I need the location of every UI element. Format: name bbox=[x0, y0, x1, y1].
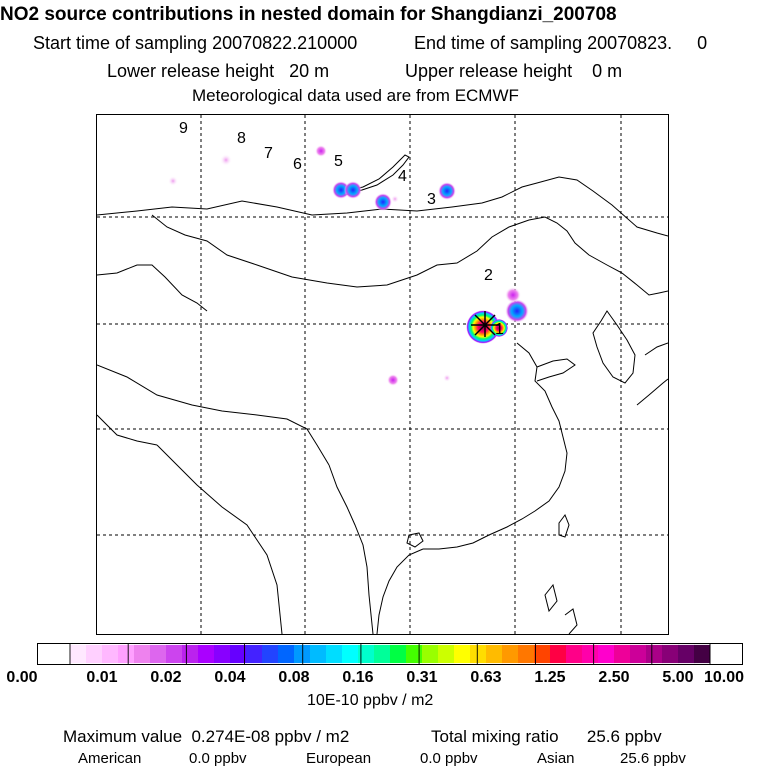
colorbar-tick-label: 0.63 bbox=[470, 669, 502, 686]
concentration-plumes bbox=[168, 145, 529, 386]
colorbar-swatch bbox=[518, 644, 535, 664]
asian-label: Asian bbox=[537, 750, 575, 767]
region-label-1: 1 bbox=[495, 321, 504, 338]
station-marker bbox=[471, 311, 499, 337]
colorbar-tick-label: 1.25 bbox=[534, 669, 566, 686]
region-label-3: 3 bbox=[427, 191, 436, 208]
plume-source-3 bbox=[438, 182, 456, 200]
colorbar-tick-label: 0.16 bbox=[342, 669, 374, 686]
colorbar-swatch bbox=[374, 644, 391, 664]
region-label-9: 9 bbox=[179, 120, 188, 137]
colorbar-swatch bbox=[278, 644, 295, 664]
colorbar-tick-label: 0.01 bbox=[86, 669, 118, 686]
colorbar-tick-label: 0.08 bbox=[278, 669, 310, 686]
colorbar-swatch bbox=[630, 644, 647, 664]
plume-source-8 bbox=[220, 154, 232, 166]
colorbar-swatch bbox=[646, 644, 663, 664]
end-time: End time of sampling 20070823. 0 bbox=[414, 33, 708, 53]
colorbar-swatch bbox=[598, 644, 615, 664]
colorbar-swatch bbox=[566, 644, 583, 664]
colorbar-swatch bbox=[486, 644, 503, 664]
plume-faint-4 bbox=[391, 195, 399, 203]
met-data-source: Meteorological data used are from ECMWF bbox=[192, 86, 519, 105]
colorbar-swatch bbox=[86, 644, 103, 664]
colorbar-swatch bbox=[534, 644, 551, 664]
colorbar-swatch bbox=[406, 644, 423, 664]
colorbar-swatch bbox=[118, 644, 135, 664]
colorbar-swatch bbox=[614, 644, 631, 664]
region-label-4: 4 bbox=[398, 168, 407, 185]
region-label-7: 7 bbox=[264, 145, 273, 162]
start-time: Start time of sampling 20070822.210000 bbox=[33, 33, 358, 53]
colorbar-swatch bbox=[662, 644, 679, 664]
plume-south bbox=[387, 374, 399, 386]
european-label: European bbox=[306, 750, 372, 767]
plume-source-6 bbox=[315, 145, 327, 157]
plume-faint-south bbox=[443, 374, 451, 382]
region-labels: 1 2 3 4 5 6 7 8 9 bbox=[179, 120, 504, 338]
map-panel: 1 2 3 4 5 6 7 8 9 bbox=[96, 114, 669, 635]
colorbar-tick-label: 0.04 bbox=[214, 669, 246, 686]
colorbar-tick-label: 10.00 bbox=[703, 669, 745, 686]
colorbar-swatch bbox=[678, 644, 695, 664]
total-mixing-ratio: Total mixing ratio 25.6 ppbv bbox=[431, 727, 662, 746]
region-label-6: 6 bbox=[293, 156, 302, 173]
colorbar-swatch bbox=[262, 644, 279, 664]
american-value: 0.0 ppbv bbox=[189, 750, 247, 767]
colorbar-unit: 10E-10 ppbv / m2 bbox=[307, 692, 434, 709]
colorbar-swatch bbox=[230, 644, 247, 664]
country-borders bbox=[97, 154, 668, 634]
colorbar-swatch bbox=[150, 644, 167, 664]
colorbar-swatch bbox=[342, 644, 359, 664]
colorbar-swatch bbox=[470, 644, 487, 664]
colorbar-swatch bbox=[294, 644, 311, 664]
region-label-2: 2 bbox=[484, 267, 493, 284]
colorbar-swatch bbox=[502, 644, 519, 664]
plot-title: NO2 source contributions in nested domai… bbox=[0, 4, 617, 25]
plume-source-2 bbox=[505, 299, 529, 323]
plume-source-9 bbox=[168, 176, 178, 186]
colorbar-swatch bbox=[310, 644, 327, 664]
colorbar-tick-label: 0.00 bbox=[6, 669, 38, 686]
colorbar-swatch bbox=[246, 644, 263, 664]
map-grid bbox=[97, 115, 668, 634]
region-label-5: 5 bbox=[334, 153, 343, 170]
colorbar-swatch bbox=[550, 644, 567, 664]
colorbar-swatch bbox=[438, 644, 455, 664]
colorbar-swatch bbox=[582, 644, 599, 664]
colorbar-swatch bbox=[326, 644, 343, 664]
colorbar-tick-label: 0.31 bbox=[406, 669, 438, 686]
colorbar-swatch bbox=[166, 644, 183, 664]
plume-source-2b bbox=[505, 287, 521, 303]
colorbar-swatch bbox=[422, 644, 439, 664]
colorbar-swatch bbox=[102, 644, 119, 664]
lower-release-height: Lower release height 20 m bbox=[107, 61, 330, 81]
colorbar-tick-label: 2.50 bbox=[598, 669, 630, 686]
region-label-8: 8 bbox=[237, 130, 246, 147]
colorbar-swatch bbox=[454, 644, 471, 664]
plume-source-4 bbox=[374, 193, 392, 211]
colorbar-swatch bbox=[198, 644, 215, 664]
map-canvas: 1 2 3 4 5 6 7 8 9 bbox=[97, 115, 668, 634]
colorbar-tick-label: 0.02 bbox=[150, 669, 182, 686]
upper-release-height: Upper release height 0 m bbox=[405, 61, 623, 81]
european-value: 0.0 ppbv bbox=[420, 750, 478, 767]
asian-value: 25.6 ppbv bbox=[620, 750, 686, 767]
american-label: American bbox=[78, 750, 142, 767]
plume-source-5b bbox=[344, 181, 362, 199]
colorbar-swatch bbox=[390, 644, 407, 664]
max-value: Maximum value 0.274E-08 ppbv / m2 bbox=[63, 727, 350, 746]
colorbar-swatch bbox=[182, 644, 199, 664]
colorbar-swatch bbox=[358, 644, 375, 664]
colorbar-swatch bbox=[694, 644, 711, 664]
plume-source-1b bbox=[490, 319, 508, 337]
colorbar bbox=[37, 643, 743, 665]
colorbar-swatch bbox=[134, 644, 151, 664]
colorbar-tick-label: 5.00 bbox=[662, 669, 694, 686]
colorbar-swatch bbox=[214, 644, 231, 664]
colorbar-swatch bbox=[70, 644, 87, 664]
